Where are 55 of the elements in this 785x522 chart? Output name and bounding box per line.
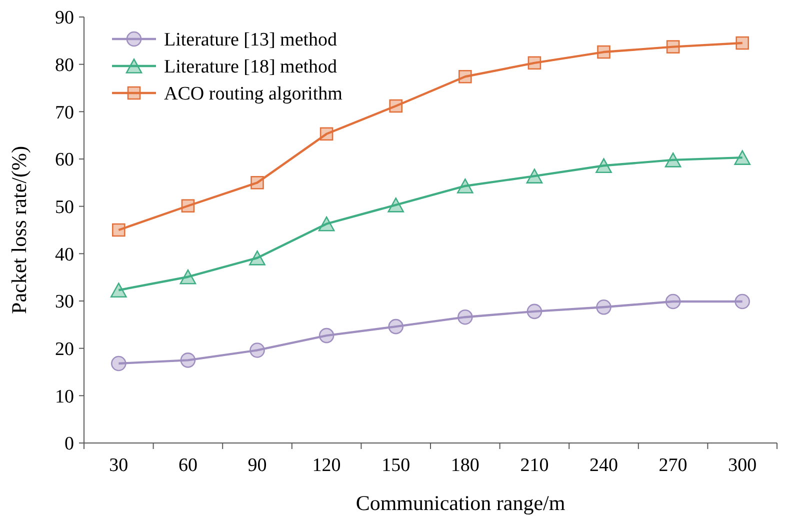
y-tick-label: 60 [55,150,74,171]
x-axis-title: Communication range/m [356,491,566,515]
point [458,70,472,84]
point [526,304,542,320]
point [665,294,681,310]
point [528,56,542,70]
point [596,300,612,315]
point [596,158,612,174]
x-tick-label: 30 [109,455,128,476]
x-tick-label: 270 [658,455,688,476]
y-tick-label: 0 [64,434,74,455]
point [526,168,543,184]
point [388,198,404,212]
x-tick-label: 210 [520,455,549,476]
point [318,328,334,344]
point [736,36,749,50]
x-tick-label: 300 [728,455,757,476]
point [250,176,264,190]
x-tick-label: 180 [450,455,480,476]
y-tick-label: 10 [55,386,74,408]
x-tick-label: 150 [382,455,410,476]
point [180,269,196,284]
point [320,127,334,141]
y-tick-label: 30 [55,292,74,313]
y-tick-label: 20 [55,338,74,360]
legend-label: Literature [18] method [164,56,338,78]
point [250,342,265,358]
y-tick-label: 40 [55,244,74,266]
point [180,352,196,368]
y-tick-label: 90 [55,8,74,29]
point [458,309,473,325]
point [457,178,474,194]
point [112,223,126,237]
point [664,152,682,168]
point [597,45,610,59]
point [389,99,402,113]
x-tick-label: 90 [248,455,267,476]
y-tick-label: 70 [55,102,74,124]
point [318,216,335,232]
point [111,356,126,372]
point [110,282,127,298]
legend-label: ACO routing algorithm [164,84,343,105]
legend-label: Literature [13] method [164,30,338,51]
y-axis-title: Packet loss rate/(%) [7,146,31,314]
point [249,250,266,266]
point [734,294,750,310]
x-tick-label: 120 [312,455,341,476]
y-tick-label: 80 [55,54,74,76]
point [734,150,750,165]
point [181,199,195,213]
point [388,318,404,334]
point [666,40,680,54]
y-tick-label: 50 [55,196,74,218]
x-tick-label: 60 [178,455,198,476]
x-tick-label: 240 [590,455,618,476]
